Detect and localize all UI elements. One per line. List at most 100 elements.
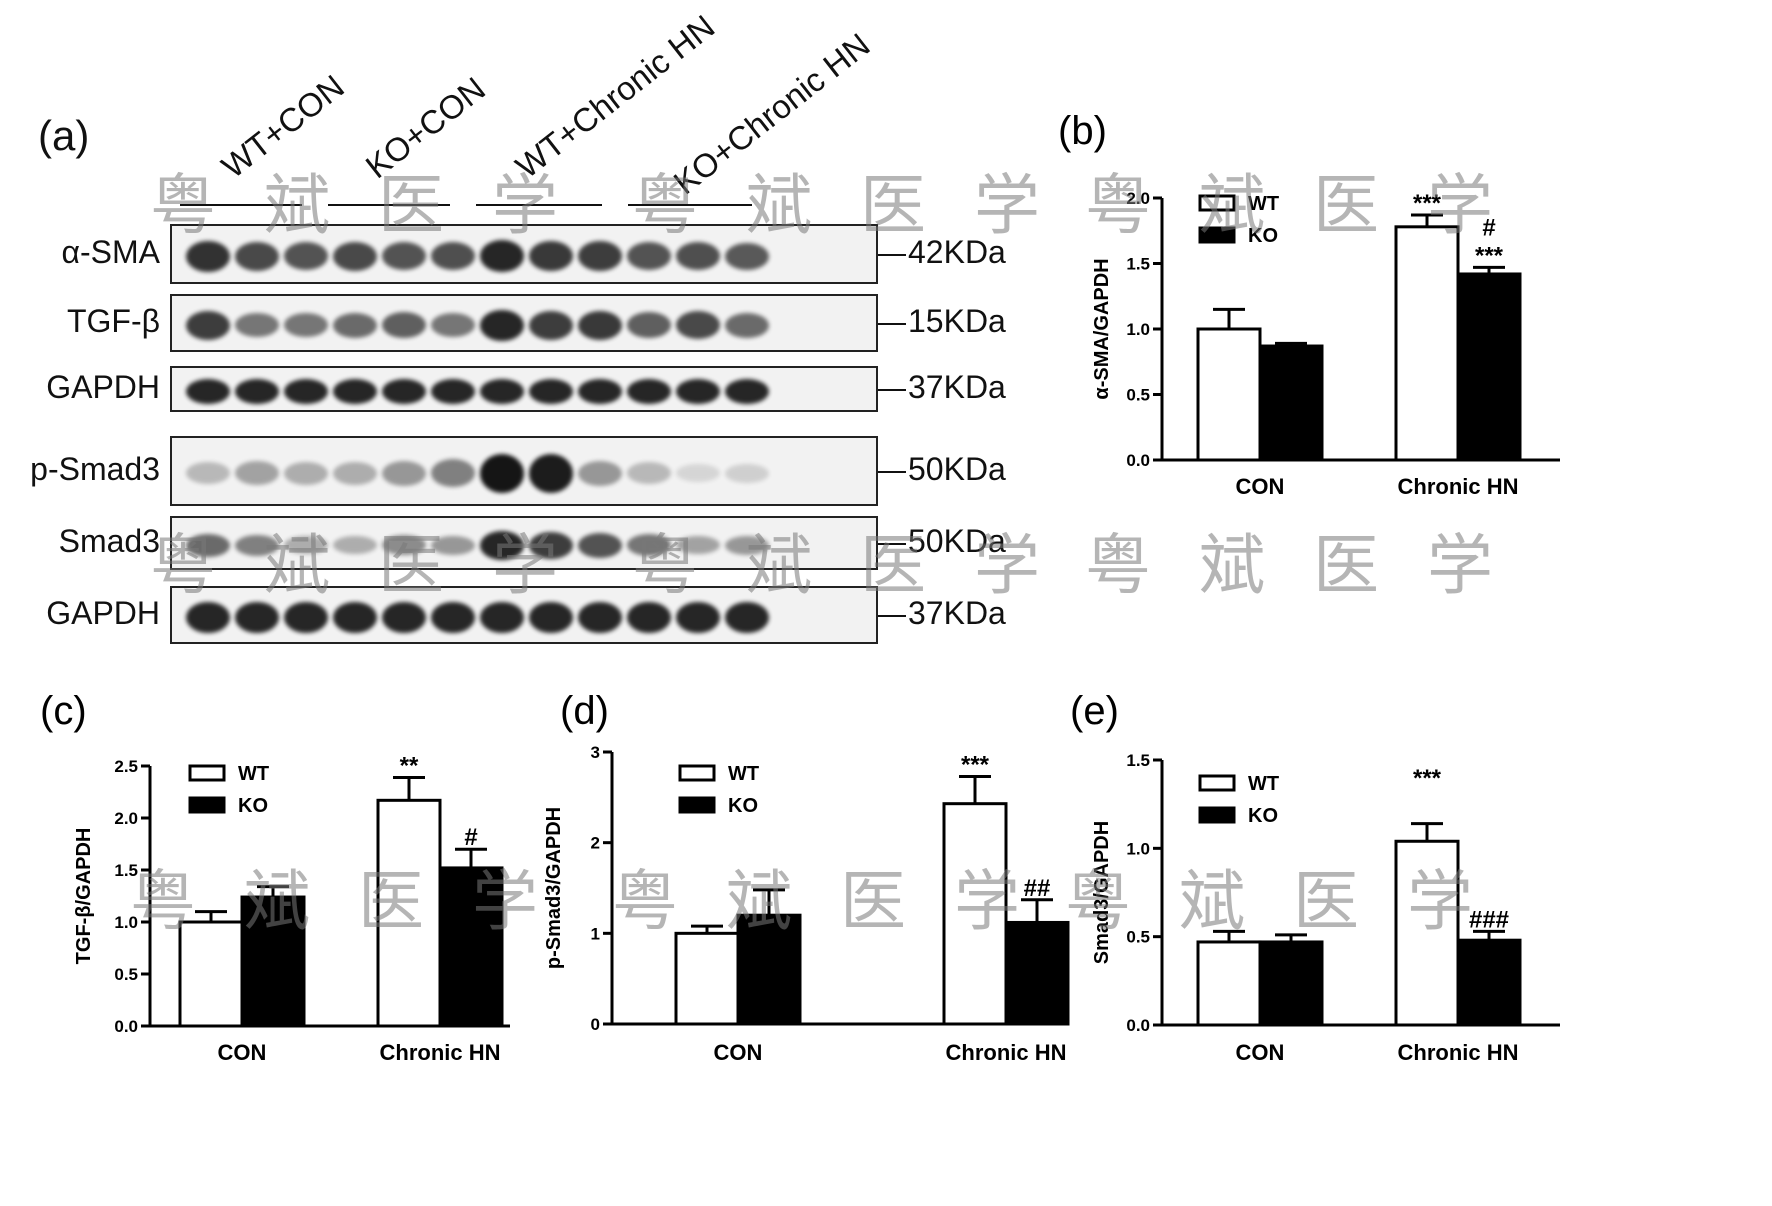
protein-band: [676, 464, 720, 482]
significance-marker: #: [1482, 214, 1495, 241]
chart-d-svg: (d) 0 1 2 3 p-Smad3/GAPDH CON Chronic HN *** ## WT…: [543, 689, 1070, 1065]
watermark: 粤斌医学: [1065, 863, 1521, 940]
bar-wt: [674, 931, 740, 1026]
protein-band: [284, 313, 328, 337]
x-category-label: CON: [1236, 1040, 1285, 1065]
y-tick-label: 3: [591, 743, 600, 762]
protein-band: [676, 242, 720, 270]
protein-band: [676, 379, 720, 404]
legend-label: WT: [238, 763, 269, 785]
protein-band: [578, 379, 622, 404]
protein-band: [382, 379, 426, 404]
x-category-label: CON: [1236, 474, 1285, 499]
blot-strip: [170, 516, 878, 570]
protein-band: [431, 379, 475, 404]
bar-ko: [736, 913, 802, 1026]
watermark: 粤斌医学: [632, 167, 1088, 244]
protein-band: [676, 311, 720, 339]
protein-band: [431, 536, 475, 555]
protein-band: [235, 535, 279, 556]
x-category-label: Chronic HN: [380, 1040, 501, 1065]
protein-label: α-SMA: [61, 234, 161, 270]
protein-band: [284, 536, 328, 554]
legend-swatch-ko: [1198, 226, 1236, 244]
blot-strip: [170, 366, 878, 412]
protein-band: [480, 379, 524, 404]
blot-strip: [170, 294, 878, 352]
bar-ko: [1258, 344, 1324, 462]
x-category-label: Chronic HN: [946, 1040, 1067, 1065]
protein-band: [725, 602, 769, 633]
protein-band: [186, 602, 230, 633]
molecular-weight-marker: 37KDa: [878, 369, 1006, 406]
y-axis-label: α-SMA/GAPDH: [1091, 258, 1113, 399]
y-tick-label: 1.0: [1126, 839, 1150, 858]
chart-e: (e) 0.0 0.5 1.0 1.5 Smad3/GAPDH CON Chronic HN *…: [1050, 682, 1750, 1072]
protein-band: [725, 243, 769, 270]
watermark: 粤斌医学: [150, 167, 606, 244]
bar-ko: [1456, 938, 1522, 1027]
protein-band: [578, 602, 622, 633]
protein-band: [627, 462, 671, 484]
y-tick-label: 1.5: [1126, 255, 1150, 274]
panel-label: (b): [1058, 109, 1107, 153]
y-tick-label: 0.0: [1126, 1016, 1150, 1035]
group-line-ko-chronic-hn: [628, 204, 752, 206]
group-line-wt-chronic-hn: [476, 204, 602, 206]
protein-band: [284, 242, 328, 270]
protein-band: [725, 464, 769, 483]
molecular-weight-marker: 50KDa: [878, 523, 1006, 560]
legend-label: KO: [238, 795, 268, 817]
panel-label-a: (a): [38, 112, 90, 159]
protein-band: [382, 242, 426, 270]
protein-band: [676, 602, 720, 633]
protein-band: [627, 379, 671, 404]
protein-band: [480, 310, 524, 341]
y-axis-label: Smad3/GAPDH: [1091, 821, 1113, 964]
significance-marker: ###: [1469, 906, 1509, 933]
protein-band: [578, 311, 622, 340]
y-tick-label: 2.0: [114, 809, 138, 828]
watermark: 粤斌医学: [1085, 527, 1541, 604]
watermark: 粤斌医学: [1085, 167, 1541, 244]
protein-band: [284, 462, 328, 485]
y-tick-label: 1.0: [114, 913, 138, 932]
chart-b-svg: (b) 0.0 0.5 1.0 1.5 2.0 α-SMA/GAPDH CON Chronic …: [1058, 109, 1560, 499]
protein-band: [235, 313, 279, 337]
y-tick-label: 2.5: [114, 757, 138, 776]
y-tick-label: 0.5: [1126, 928, 1150, 947]
bar-ko: [1258, 940, 1324, 1027]
bar-wt: [1394, 225, 1460, 462]
significance-marker: ***: [1413, 190, 1442, 217]
y-axis-label: TGF-β/GAPDH: [73, 828, 95, 965]
protein-band: [529, 602, 573, 633]
protein-band: [284, 379, 328, 404]
legend-label: KO: [1248, 805, 1278, 827]
protein-band: [382, 602, 426, 633]
protein-band: [235, 242, 279, 271]
protein-band: [186, 534, 230, 557]
significance-marker: #: [464, 824, 477, 851]
protein-band: [431, 459, 475, 487]
y-tick-label: 0.5: [1126, 386, 1150, 405]
legend-swatch-ko: [188, 796, 226, 814]
protein-band: [529, 454, 573, 493]
bar-wt: [1196, 940, 1262, 1027]
blot-strip: [170, 224, 878, 284]
chart-c-svg: (c) 0.0 0.5 1.0 1.5 2.0 2.5 TGF-β/GAPDH CON Chron…: [40, 689, 510, 1065]
protein-band: [725, 313, 769, 338]
legend-label: WT: [1248, 193, 1279, 215]
significance-marker: ***: [1475, 242, 1504, 269]
protein-band: [333, 242, 377, 271]
protein-band: [186, 462, 230, 484]
protein-band: [186, 241, 230, 272]
protein-band: [382, 535, 426, 555]
watermark: 粤斌医学: [130, 863, 586, 940]
bar-ko: [1004, 920, 1070, 1026]
significance-marker: ##: [1024, 875, 1051, 902]
protein-band: [725, 536, 769, 555]
y-tick-label: 1.5: [114, 861, 138, 880]
protein-band: [480, 240, 524, 272]
y-tick-label: 2: [591, 834, 600, 853]
bar-wt: [1394, 839, 1460, 1027]
